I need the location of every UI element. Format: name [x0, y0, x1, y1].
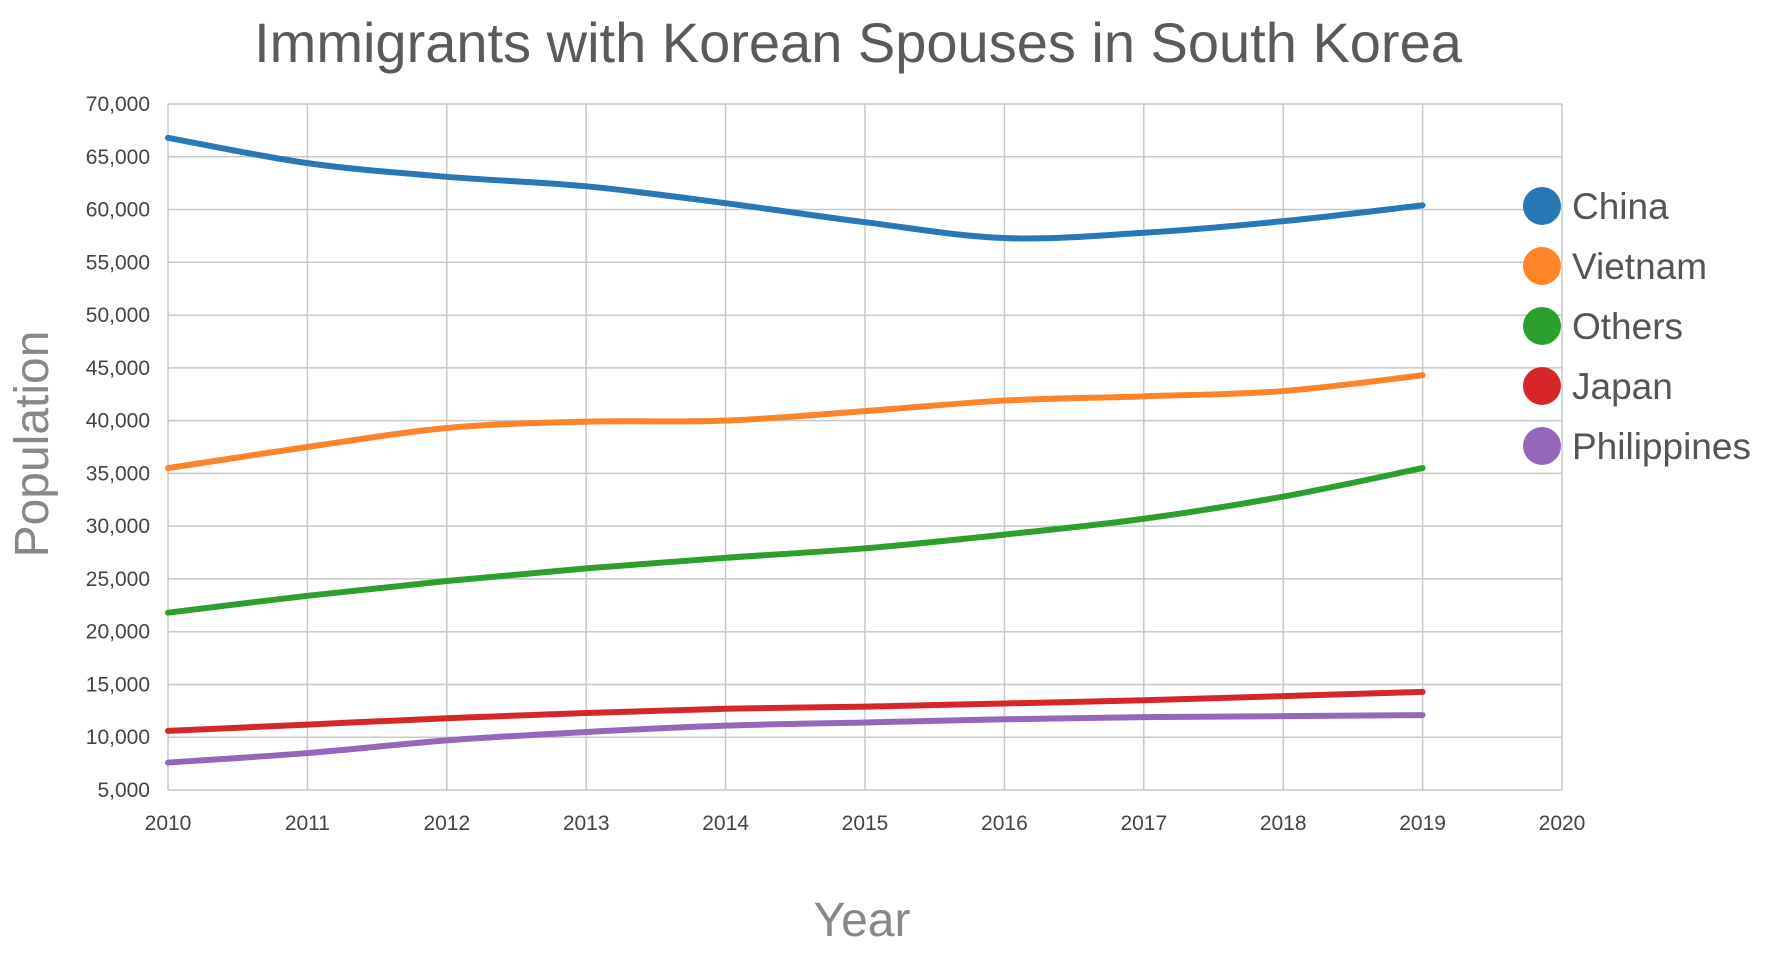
y-tick-label: 20,000 [86, 621, 150, 644]
x-tick-label: 2013 [563, 812, 610, 835]
x-tick-label: 2010 [145, 812, 192, 835]
x-tick-label: 2019 [1399, 812, 1446, 835]
legend-swatch-vietnam [1523, 247, 1561, 285]
y-axis-ticks: 5,000 10,000 15,000 20,000 25,000 30,000 35,00… [86, 93, 150, 802]
y-tick-label: 10,000 [86, 726, 150, 749]
series-line-others [165, 465, 1426, 616]
x-tick-label: 2016 [981, 812, 1028, 835]
y-tick-label: 65,000 [86, 146, 150, 169]
legend-label-china: China [1572, 186, 1669, 227]
y-tick-label: 45,000 [86, 357, 150, 380]
y-tick-label: 30,000 [86, 515, 150, 538]
x-tick-label: 2017 [1120, 812, 1167, 835]
y-tick-label: 35,000 [86, 462, 150, 485]
legend-label-vietnam: Vietnam [1572, 246, 1707, 287]
y-tick-label: 70,000 [86, 93, 150, 116]
x-tick-label: 2015 [842, 812, 889, 835]
legend-label-japan: Japan [1572, 366, 1673, 407]
chart-title: Immigrants with Korean Spouses in South … [254, 11, 1463, 74]
series-line-china [165, 134, 1426, 242]
y-tick-label: 15,000 [86, 673, 150, 696]
x-tick-label: 2012 [423, 812, 470, 835]
x-tick-label: 2020 [1539, 812, 1586, 835]
y-tick-label: 55,000 [86, 251, 150, 274]
y-tick-label: 50,000 [86, 304, 150, 327]
gridlines [167, 103, 1563, 791]
series-line-philippines [165, 712, 1426, 766]
legend: China Vietnam Others Japan Philippines [1523, 186, 1751, 467]
x-tick-label: 2014 [702, 812, 749, 835]
legend-label-others: Others [1572, 306, 1683, 347]
x-axis-title: Year [814, 894, 911, 947]
x-tick-label: 2011 [285, 812, 330, 835]
legend-swatch-japan [1523, 367, 1561, 405]
series-line-japan [165, 688, 1426, 734]
legend-swatch-others [1523, 307, 1561, 345]
x-axis-ticks: 2010 2011 2012 2013 2014 2015 2016 2017 2018 2019… [145, 812, 1586, 835]
x-tick-label: 2018 [1260, 812, 1307, 835]
legend-swatch-china [1523, 187, 1561, 225]
y-tick-label: 25,000 [86, 568, 150, 591]
y-tick-label: 5,000 [97, 779, 150, 802]
y-tick-label: 40,000 [86, 410, 150, 433]
legend-label-philippines: Philippines [1572, 426, 1751, 467]
series-layer [165, 134, 1426, 766]
legend-swatch-philippines [1523, 427, 1561, 465]
series-line-vietnam [165, 372, 1426, 472]
y-axis-title: Population [6, 331, 59, 558]
y-tick-label: 60,000 [86, 199, 150, 222]
